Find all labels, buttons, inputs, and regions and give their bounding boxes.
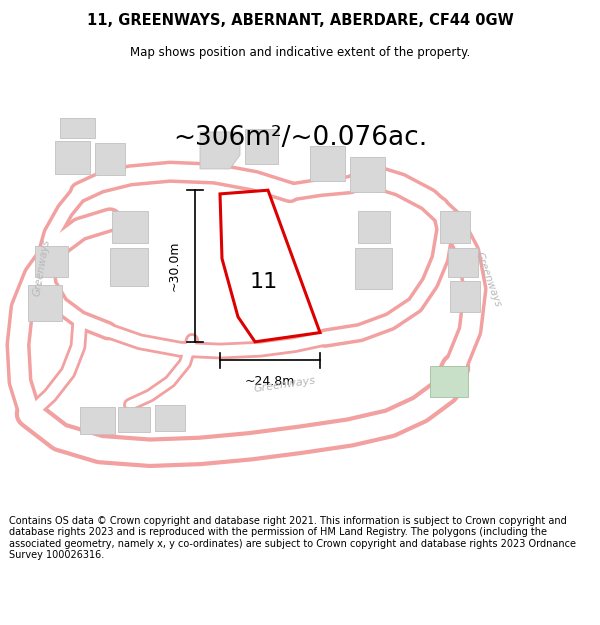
Polygon shape — [35, 246, 68, 277]
Polygon shape — [28, 284, 62, 321]
Text: Contains OS data © Crown copyright and database right 2021. This information is : Contains OS data © Crown copyright and d… — [9, 516, 576, 561]
Polygon shape — [80, 406, 115, 434]
Polygon shape — [358, 211, 390, 243]
Text: ~306m²/~0.076ac.: ~306m²/~0.076ac. — [173, 126, 427, 151]
Polygon shape — [155, 405, 185, 431]
Text: Greenways: Greenways — [32, 238, 52, 298]
Text: Greenways: Greenways — [473, 251, 503, 309]
Text: Greenways: Greenways — [253, 375, 317, 394]
Polygon shape — [245, 129, 278, 164]
Text: ~30.0m: ~30.0m — [168, 241, 181, 291]
Polygon shape — [200, 132, 240, 169]
Polygon shape — [110, 248, 148, 286]
Text: 11: 11 — [250, 272, 278, 292]
Polygon shape — [355, 248, 392, 289]
Polygon shape — [60, 118, 95, 138]
Polygon shape — [220, 190, 320, 342]
Polygon shape — [112, 211, 148, 243]
Polygon shape — [310, 146, 345, 181]
Polygon shape — [55, 141, 90, 174]
Polygon shape — [448, 248, 478, 277]
Polygon shape — [118, 406, 150, 432]
Polygon shape — [430, 366, 468, 398]
Polygon shape — [350, 157, 385, 192]
Text: 11, GREENWAYS, ABERNANT, ABERDARE, CF44 0GW: 11, GREENWAYS, ABERNANT, ABERDARE, CF44 … — [86, 13, 514, 28]
Polygon shape — [95, 143, 125, 176]
Text: Map shows position and indicative extent of the property.: Map shows position and indicative extent… — [130, 46, 470, 59]
Text: ~24.8m: ~24.8m — [245, 375, 295, 388]
Polygon shape — [440, 211, 470, 243]
Polygon shape — [450, 281, 480, 312]
